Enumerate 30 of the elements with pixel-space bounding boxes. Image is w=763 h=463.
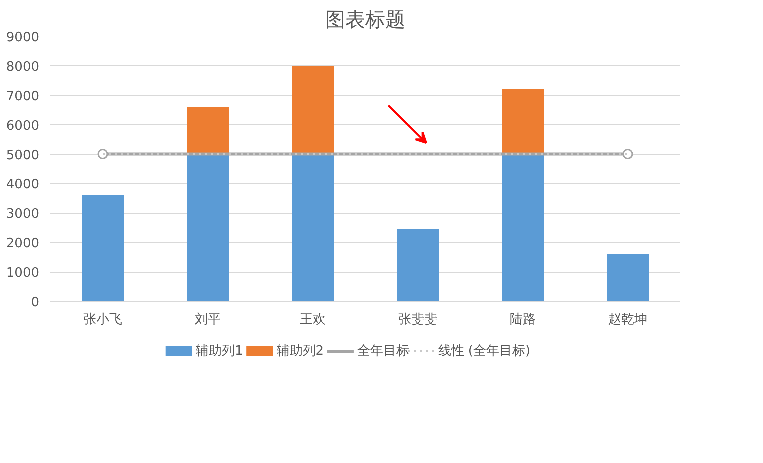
legend-label: 辅助列2 bbox=[276, 344, 324, 359]
x-tick-label: 张小飞 bbox=[84, 312, 122, 328]
bar bbox=[292, 66, 334, 154]
y-tick-label: 0 bbox=[31, 296, 40, 310]
y-tick-label: 2000 bbox=[6, 236, 40, 252]
bar bbox=[502, 154, 544, 302]
y-tick-label: 1000 bbox=[6, 266, 40, 282]
chart-title: 图表标题 bbox=[326, 8, 406, 32]
bar bbox=[502, 90, 544, 154]
bar bbox=[292, 154, 334, 302]
bar bbox=[397, 229, 439, 302]
y-tick-label: 7000 bbox=[6, 89, 40, 104]
x-tick-label: 刘平 bbox=[195, 312, 221, 328]
x-tick-label: 陆路 bbox=[510, 312, 536, 328]
bar bbox=[607, 254, 649, 302]
legend-label: 辅助列1 bbox=[196, 344, 244, 359]
x-tick-label: 赵乾坤 bbox=[608, 312, 648, 328]
x-tick-label: 张斐斐 bbox=[398, 312, 438, 328]
bar bbox=[187, 154, 229, 302]
y-tick-label: 6000 bbox=[6, 118, 40, 134]
y-tick-label: 8000 bbox=[6, 60, 40, 75]
y-tick-label: 4000 bbox=[6, 178, 40, 193]
legend-label: 全年目标 bbox=[358, 344, 410, 359]
legend-label: 线性 (全年目标) bbox=[438, 344, 531, 359]
bar bbox=[82, 196, 124, 302]
y-tick-label: 5000 bbox=[6, 148, 40, 164]
bar bbox=[187, 107, 229, 154]
x-tick-label: 王欢 bbox=[300, 312, 326, 328]
y-tick-label: 9000 bbox=[6, 30, 40, 46]
y-tick-label: 3000 bbox=[6, 207, 40, 222]
